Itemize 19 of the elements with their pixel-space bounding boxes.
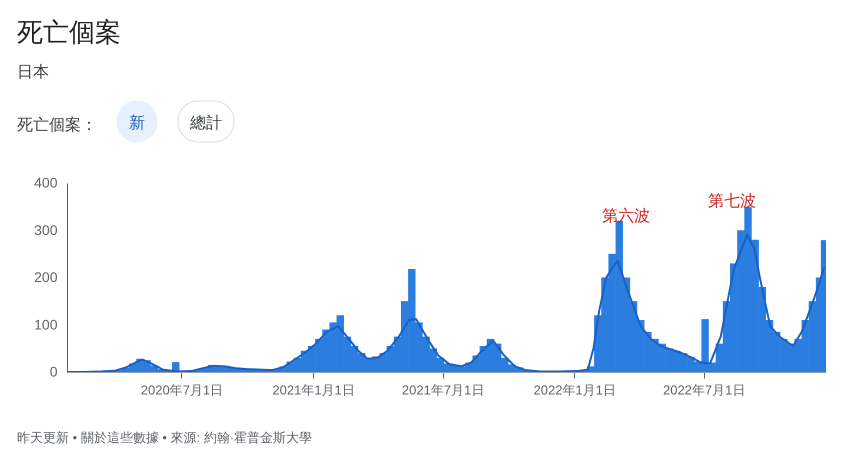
x-tick-label: 2021年7月1日 [402,382,484,398]
x-tick-label: 2020年7月1日 [140,382,224,398]
line-series [67,234,825,372]
annotation: 第六波 [602,207,650,225]
y-tick-label: 200 [34,269,58,285]
text: 死亡個案： [17,116,97,134]
chart-subtitle: 日本 [17,63,49,81]
y-tick-label: 400 [34,174,58,190]
annotation: 第七波 [708,192,756,210]
text: 昨天更新 • 關於這些數據 • 來源: 約翰·霍普金斯大學 [17,430,312,445]
y-tick-label: 300 [34,222,58,238]
chart-title: 死亡個案 [17,17,121,47]
x-tick-label: 2022年1月1日 [533,382,616,398]
text: 新 [129,114,145,132]
x-tick-label: 2022年7月1日 [662,382,746,398]
y-tick-label: 0 [50,364,58,380]
x-tick-label: 2021年1月1日 [272,382,355,398]
y-tick-label: 100 [34,316,58,332]
text: 總計 [189,114,222,132]
